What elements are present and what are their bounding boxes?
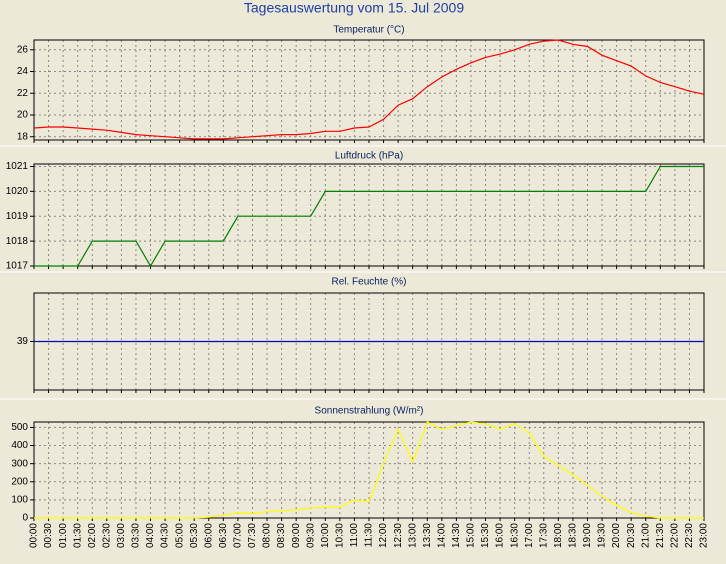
x-tick-label: 20:00 [611,523,622,548]
x-tick-label: 07:00 [233,523,244,548]
x-tick-label: 06:00 [203,523,214,548]
x-tick-label: 13:00 [407,523,418,548]
y-tick-label: 18 [17,131,29,142]
y-tick-label: 400 [11,440,28,451]
x-tick-label: 20:30 [626,523,637,548]
x-tick-label: 13:30 [422,523,433,548]
data-line [34,421,704,519]
y-tick-label: 300 [11,458,28,469]
x-tick-label: 14:00 [436,523,447,548]
y-tick-label: 39 [17,336,29,347]
x-tick-label: 06:30 [218,523,229,548]
x-tick-label: 10:00 [320,523,331,548]
x-tick-label: 09:00 [291,523,302,548]
y-tick-label: 200 [11,476,28,487]
x-tick-label: 02:30 [101,523,112,548]
x-tick-label: 16:30 [509,523,520,548]
x-tick-label: 05:00 [174,523,185,548]
x-tick-label: 21:00 [640,523,651,548]
x-tick-label: 14:30 [451,523,462,548]
x-tick-label: 17:00 [524,523,535,548]
panel-title: Rel. Feuchte (%) [331,277,406,288]
data-line [34,165,704,268]
y-tick-label: 1017 [6,261,29,272]
x-tick-label: 11:30 [364,523,375,548]
x-tick-label: 22:00 [670,523,681,548]
y-tick-label: 100 [11,495,28,506]
y-tick-label: 20 [17,110,29,121]
y-tick-label: 26 [17,44,29,55]
x-tick-label: 11:00 [349,523,360,548]
x-tick-label: 09:30 [305,523,316,548]
y-tick-label: 1020 [6,186,29,197]
x-tick-label: 15:00 [466,523,477,548]
x-tick-label: 05:30 [189,523,200,548]
x-tick-label: 12:30 [393,523,404,548]
panel-title: Sonnenstrahlung (W/m²) [315,406,424,417]
x-tick-label: 21:30 [655,523,666,548]
x-tick-label: 02:00 [87,523,98,548]
x-tick-label: 19:30 [597,523,608,548]
x-tick-label: 04:30 [160,523,171,548]
x-tick-label: 00:30 [43,523,54,548]
x-tick-label: 22:30 [684,523,695,548]
x-tick-label: 01:00 [58,523,69,548]
x-tick-label: 03:30 [131,523,142,548]
y-tick-label: 500 [11,422,28,433]
x-tick-label: 16:00 [495,523,506,548]
panel-title: Temperatur (°C) [333,25,404,36]
x-tick-label: 03:00 [116,523,127,548]
y-tick-label: 22 [17,88,29,99]
x-tick-label: 04:00 [145,523,156,548]
y-tick-label: 24 [17,66,29,77]
y-tick-label: 0 [22,513,28,524]
x-tick-label: 15:30 [480,523,491,548]
data-line [33,39,705,140]
x-tick-label: 07:30 [247,523,258,548]
x-tick-label: 08:00 [262,523,273,548]
x-tick-label: 18:30 [568,523,579,548]
y-tick-label: 1019 [6,211,29,222]
x-tick-label: 10:30 [335,523,346,548]
x-tick-label: 18:00 [553,523,564,548]
page-title: Tagesauswertung vom 15. Jul 2009 [244,0,464,16]
x-tick-label: 00:00 [29,523,40,548]
y-tick-label: 1018 [6,236,29,247]
x-tick-label: 01:30 [72,523,83,548]
x-tick-label: 23:00 [699,523,710,548]
y-tick-label: 1021 [6,161,29,172]
x-tick-label: 17:30 [538,523,549,548]
x-tick-label: 19:00 [582,523,593,548]
panel-title: Luftdruck (hPa) [335,151,403,162]
x-tick-label: 12:00 [378,523,389,548]
x-tick-label: 08:30 [276,523,287,548]
